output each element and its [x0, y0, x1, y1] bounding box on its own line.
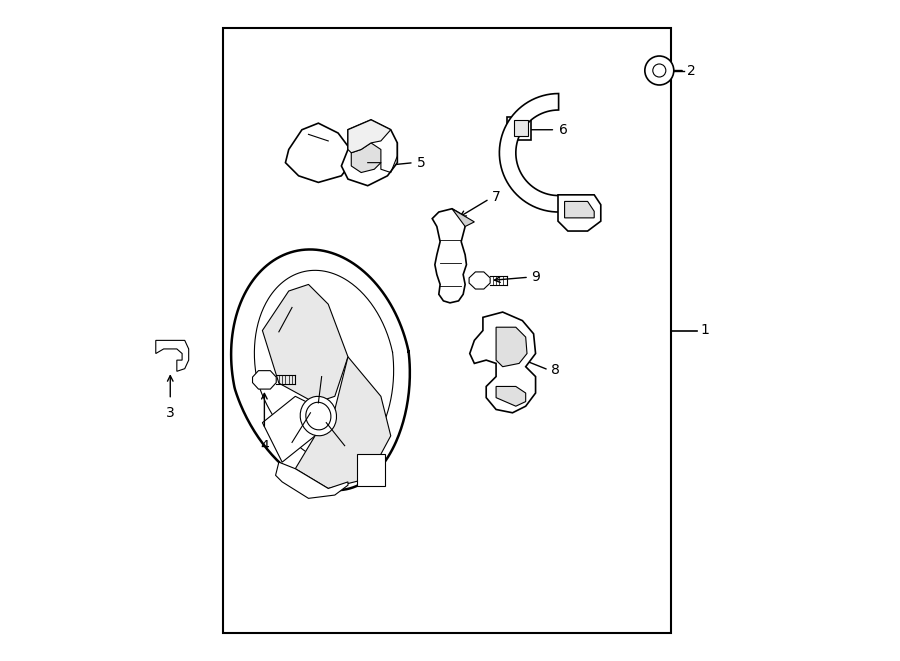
Text: 7: 7: [491, 190, 500, 204]
Ellipse shape: [306, 403, 331, 430]
Polygon shape: [496, 387, 526, 407]
Polygon shape: [263, 284, 348, 403]
Polygon shape: [469, 272, 491, 289]
Text: 8: 8: [551, 363, 560, 377]
Text: 9: 9: [531, 270, 540, 284]
Polygon shape: [558, 195, 601, 231]
Polygon shape: [341, 120, 397, 186]
Polygon shape: [263, 397, 321, 462]
Polygon shape: [275, 462, 348, 498]
Bar: [223, 28, 670, 633]
Polygon shape: [452, 209, 474, 227]
Text: 3: 3: [166, 407, 175, 420]
Text: 1: 1: [700, 323, 709, 338]
Polygon shape: [295, 357, 391, 488]
Polygon shape: [253, 371, 276, 389]
Polygon shape: [156, 340, 189, 371]
Polygon shape: [285, 123, 351, 182]
Polygon shape: [496, 327, 527, 367]
Bar: [508, 116, 531, 139]
Text: 6: 6: [559, 123, 568, 137]
Circle shape: [652, 64, 666, 77]
Polygon shape: [470, 312, 536, 412]
Polygon shape: [351, 143, 381, 173]
Polygon shape: [348, 120, 391, 153]
Text: 5: 5: [417, 155, 426, 170]
Circle shape: [644, 56, 674, 85]
Text: 4: 4: [260, 439, 269, 453]
Bar: [514, 120, 528, 136]
Ellipse shape: [301, 397, 337, 436]
Polygon shape: [564, 202, 594, 218]
FancyBboxPatch shape: [356, 454, 385, 486]
Polygon shape: [500, 94, 568, 212]
Polygon shape: [432, 209, 466, 303]
Text: 2: 2: [687, 63, 696, 77]
